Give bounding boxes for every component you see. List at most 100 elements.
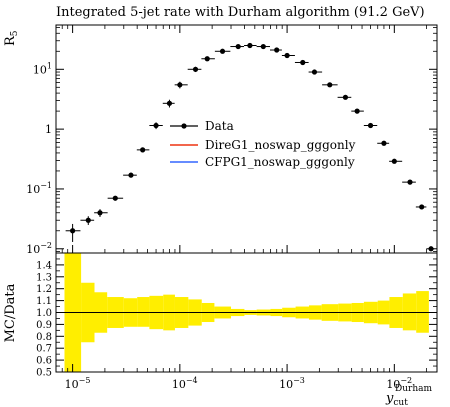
y-tick-label: 101 [33,61,52,76]
ratio-y-tick-label: 0.5 [36,368,52,379]
data-point-marker [311,69,318,75]
main-x-minor-ticks [55,25,428,253]
data-point [94,209,108,217]
data-point [308,69,323,75]
data-point [426,246,435,252]
legend-data-marker [181,123,187,129]
x-axis-label: ycut [385,391,408,407]
data-point [162,99,175,108]
data-point-marker [342,94,349,100]
legend-label-data: Data [205,119,234,133]
data-point-marker [428,246,434,252]
y-tick-base: 10 [26,183,40,196]
data-point-marker [97,210,103,216]
x-tick-base: 10 [65,378,79,391]
ratio-y-tick-label: 0.6 [36,356,52,367]
data-point [337,94,352,100]
data-point [80,216,95,225]
data-point [294,59,309,66]
data-point-marker [219,48,226,54]
y-axis-label-main: R [3,35,18,46]
ratio-y-ticks: 0.50.60.70.80.91.01.11.21.31.4 [36,258,437,379]
x-tick-label: 10−5 [65,376,91,391]
x-tick-base: 10 [386,378,400,391]
data-point [187,66,202,73]
x-axis-label-main: y [385,391,394,406]
x-tick-exp: −3 [293,376,305,385]
data-point-marker [391,158,397,164]
ratio-y-tick-label: 0.7 [36,344,52,355]
ratio-y-tick-label: 0.9 [36,320,52,331]
data-point-marker [70,228,76,234]
data-point [415,204,427,210]
ratio-band-segment [137,297,150,327]
data-point [281,52,295,59]
y-tick-exp: 1 [47,61,52,70]
data-point [322,82,338,88]
x-tick-base: 10 [279,378,293,391]
legend-label-dire: DireG1_noswap_gggonly [205,138,356,152]
data-point [201,56,215,62]
x-tick-exp: −4 [186,376,198,385]
chart-title: Integrated 5-jet rate with Durham algori… [56,5,425,20]
data-point [136,147,150,153]
data-point [174,81,188,89]
legend-entry-cfpg: CFPG1_noswap_gggonly [170,155,355,169]
y-tick-label: 10−2 [26,241,52,256]
data-point-marker [112,195,118,201]
legend-entry-dire: DireG1_noswap_gggonly [170,138,356,152]
ratio-band-segment [402,293,417,331]
x-tick-label: 10−3 [279,376,305,391]
data-point-marker [354,108,360,114]
x-axis-ticks: 10−5 10−4 10−3 10−2 [65,25,412,391]
y-tick-exp: −2 [40,241,52,250]
data-point [107,195,124,201]
data-point-marker [153,122,159,129]
ratio-y-tick-label: 1.4 [36,260,52,271]
x-tick-base: 10 [172,378,186,391]
data-point-marker [300,59,306,66]
x-axis-label-sub: cut [393,398,408,407]
ratio-y-tick-label: 1.1 [36,296,52,307]
y-tick-label: 10−1 [26,181,52,196]
x-axis-label-sup: Durham [395,384,432,394]
data-point-marker [407,179,413,185]
legend-label-cfpg: CFPG1_noswap_gggonly [205,155,355,169]
data-point [377,140,390,146]
data-point [363,122,378,129]
legend-entry-data: Data [170,119,234,133]
data-point [65,223,81,242]
ratio-y-tick-label: 1.2 [36,284,52,295]
data-point-marker [192,66,199,72]
ratio-x-minor-ticks [55,368,428,372]
ratio-y-tick-label: 1.0 [36,308,52,319]
y-tick-base: 10 [26,243,40,256]
x-tick-exp: −2 [400,376,412,385]
data-point-marker [419,204,425,210]
ratio-y-tick-label: 0.8 [36,332,52,343]
data-point [269,47,282,53]
data-point-marker [235,43,241,50]
data-point-marker [204,56,210,62]
x-tick-label: 10−4 [172,376,198,391]
ratio-y-axis-label: MC/Data [3,283,18,342]
data-point-marker [140,147,146,153]
data-point-marker [381,140,387,146]
x-tick-label: 10−2 [386,376,412,391]
data-point [256,43,270,50]
data-points [65,42,435,252]
data-point-marker [247,42,253,49]
data-point [214,48,231,54]
data-point-marker [85,217,91,223]
x-tick-exp: −5 [79,376,91,385]
data-point [230,43,245,50]
data-point-marker [367,122,374,129]
y-axis-label-sub: 5 [10,30,20,36]
data-point-marker [128,172,134,178]
data-point-marker [177,82,183,88]
data-point-marker [284,52,290,59]
y-axis-label: R5 [3,30,20,46]
data-point [244,42,257,49]
